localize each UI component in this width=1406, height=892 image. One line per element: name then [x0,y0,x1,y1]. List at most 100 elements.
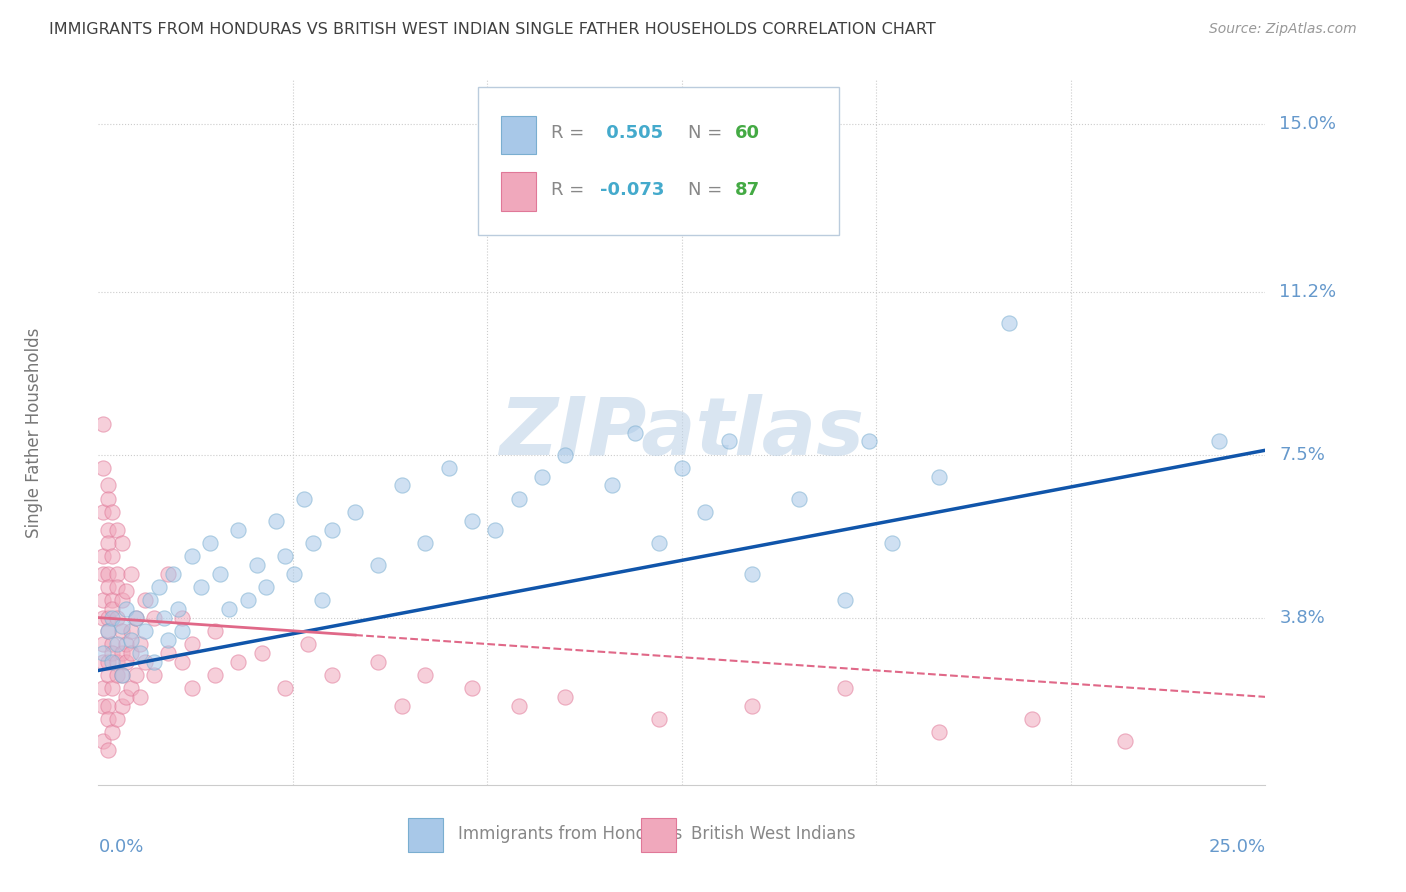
Point [115,637,138,651]
Text: R =: R = [551,124,591,142]
FancyBboxPatch shape [501,172,536,211]
Point [311,593,333,607]
Point [624,425,647,440]
Text: 0.0%: 0.0% [98,838,143,855]
Point [111,698,134,713]
Point [105,712,128,726]
Point [97,566,120,581]
Point [143,668,166,682]
Point [143,655,166,669]
Point [437,461,460,475]
Point [111,668,134,682]
Point [101,646,124,660]
Text: 60: 60 [734,124,759,142]
Point [172,624,194,638]
Point [91,610,114,624]
Point [647,535,669,549]
Point [115,690,138,704]
Point [157,646,180,660]
Text: British West Indians: British West Indians [692,825,856,843]
Point [554,690,576,704]
Point [97,610,120,624]
Point [180,637,202,651]
Point [91,461,114,475]
Point [997,316,1019,330]
Point [508,698,530,713]
Point [741,698,763,713]
Point [166,601,188,615]
Point [190,580,212,594]
Point [111,646,134,660]
Point [413,668,436,682]
Point [134,593,156,607]
Point [143,610,166,624]
Point [91,655,114,669]
Point [180,681,202,695]
Point [157,632,180,647]
Point [115,601,138,615]
Text: Immigrants from Honduras: Immigrants from Honduras [458,825,682,843]
Point [717,434,740,449]
Point [172,610,194,624]
Point [120,624,142,638]
Point [274,549,297,563]
FancyBboxPatch shape [478,87,839,235]
Point [787,491,810,506]
Point [834,681,856,695]
Point [97,655,120,669]
Point [928,725,950,739]
Point [101,681,124,695]
Point [302,535,325,549]
Text: 25.0%: 25.0% [1208,838,1265,855]
Point [111,593,134,607]
Point [172,655,194,669]
Point [344,505,367,519]
Point [97,580,120,594]
Point [246,558,269,572]
Point [125,668,148,682]
Text: -0.073: -0.073 [600,180,665,199]
Point [111,624,134,638]
Point [101,725,124,739]
Point [204,624,226,638]
Point [148,580,170,594]
Point [157,566,180,581]
Text: 15.0%: 15.0% [1279,115,1337,133]
Text: Single Father Households: Single Father Households [25,327,44,538]
Point [391,478,413,492]
Point [200,535,222,549]
Point [105,655,128,669]
Point [880,535,903,549]
Point [129,690,152,704]
Point [391,698,413,713]
Point [115,584,138,599]
Point [162,566,184,581]
Text: IMMIGRANTS FROM HONDURAS VS BRITISH WEST INDIAN SINGLE FATHER HOUSEHOLDS CORRELA: IMMIGRANTS FROM HONDURAS VS BRITISH WEST… [49,22,936,37]
Point [91,637,114,651]
Point [858,434,880,449]
Text: 7.5%: 7.5% [1279,446,1326,464]
Point [91,681,114,695]
Point [101,610,124,624]
Point [461,681,484,695]
Point [1114,734,1136,748]
Point [129,646,152,660]
Point [297,637,319,651]
Point [101,601,124,615]
Text: 3.8%: 3.8% [1279,608,1324,626]
Point [208,566,231,581]
Point [97,523,120,537]
Text: 11.2%: 11.2% [1279,283,1337,301]
Text: N =: N = [688,124,728,142]
Point [120,681,142,695]
Point [111,619,134,633]
Point [105,610,128,624]
Point [741,566,763,581]
Point [321,668,343,682]
Point [264,514,287,528]
Point [554,448,576,462]
Point [928,469,950,483]
Point [180,549,202,563]
Point [120,632,142,647]
Point [134,655,156,669]
